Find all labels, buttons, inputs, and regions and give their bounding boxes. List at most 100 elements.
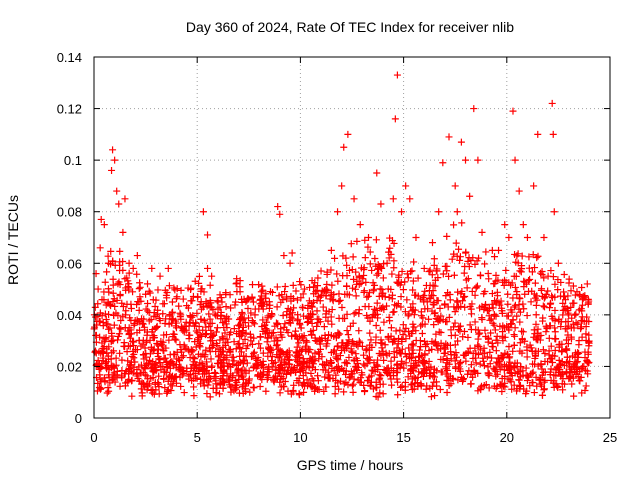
data-point (539, 302, 547, 310)
data-point (315, 386, 323, 394)
data-point (430, 321, 438, 329)
data-point (494, 276, 502, 284)
data-point (480, 344, 488, 352)
data-point (172, 322, 180, 330)
data-point (544, 272, 552, 280)
data-point (137, 361, 145, 369)
data-point (456, 256, 464, 264)
data-point (344, 130, 352, 138)
data-point (402, 324, 410, 332)
data-point (383, 302, 391, 310)
data-point (105, 366, 113, 374)
data-point (366, 356, 374, 364)
data-point (417, 322, 425, 330)
data-point (197, 285, 205, 293)
data-point (466, 344, 474, 352)
data-point (154, 286, 162, 294)
data-point (105, 387, 113, 395)
data-point (324, 317, 332, 325)
data-point (204, 264, 212, 272)
data-point (432, 267, 440, 275)
data-point (235, 330, 243, 338)
data-point (125, 376, 133, 384)
data-point (517, 363, 525, 371)
data-point (356, 378, 364, 386)
data-point (194, 293, 202, 301)
data-point (345, 374, 353, 382)
data-point (421, 351, 429, 359)
data-point (284, 353, 292, 361)
data-point (177, 346, 185, 354)
data-point (407, 381, 415, 389)
data-point (311, 383, 319, 391)
data-point (431, 392, 439, 400)
data-point (523, 312, 531, 320)
data-point (482, 332, 490, 340)
data-point (538, 391, 546, 399)
data-point (577, 317, 585, 325)
data-point (277, 360, 285, 368)
data-point (575, 337, 583, 345)
data-point (108, 329, 116, 337)
data-point (254, 371, 262, 379)
data-point (387, 324, 395, 332)
data-point (503, 322, 511, 330)
data-point (300, 388, 308, 396)
data-point (92, 347, 100, 355)
data-point (348, 348, 356, 356)
data-point (354, 342, 362, 350)
data-point (426, 384, 434, 392)
data-point (404, 274, 412, 282)
data-point (577, 323, 585, 331)
data-point (223, 372, 231, 380)
data-point (108, 166, 116, 174)
data-point (269, 288, 277, 296)
data-point (432, 341, 440, 349)
data-point (270, 378, 278, 386)
data-point (233, 279, 241, 287)
data-point (155, 372, 163, 380)
data-point (387, 250, 395, 258)
data-point (248, 340, 256, 348)
data-point (518, 262, 526, 270)
data-point (343, 282, 351, 290)
data-point (549, 315, 557, 323)
data-point (135, 337, 143, 345)
data-point (493, 370, 501, 378)
data-point (429, 372, 437, 380)
data-point (284, 360, 292, 368)
data-point (309, 364, 317, 372)
data-point (316, 318, 324, 326)
data-point (570, 299, 578, 307)
data-point (454, 298, 462, 306)
data-point (508, 308, 516, 316)
data-point (136, 293, 144, 301)
data-point (141, 383, 149, 391)
data-point (171, 350, 179, 358)
data-point (170, 284, 178, 292)
data-point (471, 260, 479, 268)
data-point (458, 287, 466, 295)
data-point (582, 382, 590, 390)
data-point (421, 320, 429, 328)
data-point (558, 358, 566, 366)
data-point (446, 372, 454, 380)
data-point (134, 374, 142, 382)
data-point (461, 292, 469, 300)
data-point (427, 363, 435, 371)
data-point (360, 381, 368, 389)
data-point (268, 357, 276, 365)
data-point (190, 375, 198, 383)
data-point (407, 268, 415, 276)
data-point (445, 382, 453, 390)
data-point (147, 360, 155, 368)
data-point (350, 340, 358, 348)
data-point (230, 325, 238, 333)
data-point (479, 357, 487, 365)
data-point (99, 322, 107, 330)
data-point (262, 387, 270, 395)
data-point (568, 380, 576, 388)
data-point (121, 324, 129, 332)
data-point (543, 325, 551, 333)
data-point (154, 349, 162, 357)
